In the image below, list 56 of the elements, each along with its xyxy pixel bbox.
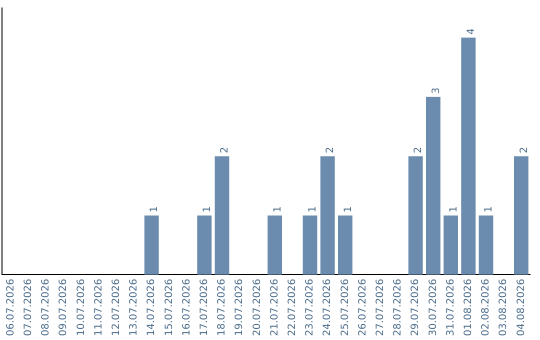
- data-label: 3: [430, 88, 442, 94]
- bar: [478, 215, 494, 275]
- x-tick-label: 15.07.2026: [164, 278, 175, 336]
- data-label: 2: [518, 146, 530, 154]
- x-tick-label: 31.07.2026: [445, 278, 456, 336]
- bar: [461, 38, 476, 275]
- data-label: 2: [413, 146, 424, 154]
- x-tick-label: 24.07.2026: [322, 278, 334, 336]
- x-tick-label: 04.08.2026: [516, 278, 527, 336]
- x-tick-label: 14.07.2026: [146, 278, 158, 336]
- data-label: 1: [448, 206, 460, 212]
- x-tick-label: 25.07.2026: [340, 278, 351, 336]
- x-tick-label: 02.08.2026: [480, 278, 492, 336]
- x-tick-label: 28.07.2026: [392, 278, 404, 336]
- x-tick-label: 08.07.2026: [40, 278, 52, 336]
- x-tick-label: 20.07.2026: [252, 278, 263, 336]
- bar: [408, 156, 423, 275]
- bar: [444, 215, 458, 275]
- x-tick-label: 07.07.2026: [22, 278, 34, 336]
- x-tick-label: 21.07.2026: [269, 278, 280, 336]
- x-tick-label: 13.07.2026: [128, 278, 140, 336]
- x-tick-label: 06.07.2026: [5, 278, 16, 336]
- data-label: 1: [149, 206, 160, 212]
- data-label: 1: [342, 206, 354, 212]
- data-label: 1: [484, 206, 495, 212]
- data-label: 1: [202, 206, 213, 212]
- x-tick-label: 26.07.2026: [357, 278, 368, 336]
- data-label: 2: [220, 146, 231, 154]
- x-tick-label: 23.07.2026: [304, 278, 316, 336]
- bar: [214, 156, 230, 275]
- x-tick-label: 18.07.2026: [216, 278, 228, 336]
- data-label: 2: [325, 146, 336, 154]
- bar: [302, 215, 318, 275]
- x-tick-label: 12.07.2026: [110, 278, 122, 336]
- bar: [514, 156, 528, 275]
- x-tick-label: 01.08.2026: [462, 278, 474, 336]
- x-tick-label: 19.07.2026: [234, 278, 246, 336]
- bar: [268, 215, 282, 275]
- x-tick-label: 11.07.2026: [93, 278, 104, 336]
- x-tick-label: 16.07.2026: [181, 278, 192, 336]
- data-label: 4: [466, 28, 477, 35]
- bar: [426, 96, 440, 275]
- x-tick-label: 09.07.2026: [58, 278, 70, 336]
- data-label: 1: [308, 206, 319, 212]
- x-tick-label: 03.08.2026: [498, 278, 510, 336]
- bar: [320, 156, 335, 275]
- bar: [338, 215, 352, 275]
- bar: [144, 215, 159, 275]
- x-tick-label: 30.07.2026: [428, 278, 439, 336]
- bar: [197, 215, 212, 275]
- x-tick-label: 22.07.2026: [286, 278, 298, 336]
- data-label: 1: [272, 206, 284, 212]
- x-tick-label: 17.07.2026: [198, 278, 210, 336]
- x-tick-label: 10.07.2026: [76, 278, 87, 336]
- x-tick-label: 27.07.2026: [374, 278, 386, 336]
- x-tick-label: 29.07.2026: [410, 278, 422, 336]
